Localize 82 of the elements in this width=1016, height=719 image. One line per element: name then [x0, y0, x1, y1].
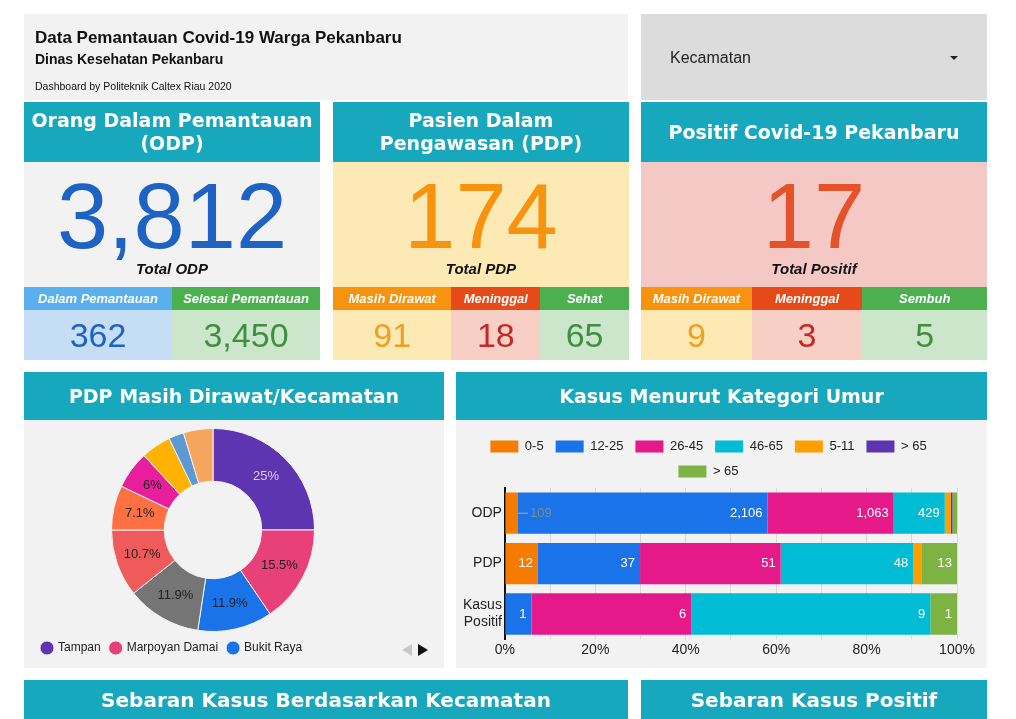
x-tick-label: 80%	[852, 641, 881, 658]
text: Dalam Pemantauan	[24, 287, 172, 310]
text: Sebaran Kasus Positif	[641, 680, 987, 719]
annotation: 48	[893, 555, 909, 571]
legend-label: 46-65	[749, 438, 783, 454]
bar	[952, 492, 957, 534]
y-tick-label: ODP	[471, 504, 502, 521]
legend-label: Tampan	[58, 640, 101, 655]
text: 9	[641, 310, 752, 360]
legend-label: Marpoyan Damai	[126, 640, 219, 655]
y-tick-label: Kasus Positif	[462, 596, 503, 630]
chart-title: Kasus Menurut Kategori Umur	[456, 372, 987, 420]
text: 3,450	[172, 310, 320, 360]
x-tick-label: 100%	[939, 641, 975, 658]
legend-label: 12-25	[590, 438, 624, 454]
legend-label: 0-5	[524, 438, 544, 454]
x-tick-label: 60%	[762, 641, 791, 658]
text: Pasien Dalam Pengawasan (PDP)	[333, 102, 629, 162]
bar	[518, 492, 768, 534]
bar	[537, 542, 641, 585]
text: Sembuh	[862, 287, 987, 310]
y-tick-label: PDP	[473, 554, 502, 571]
bar	[944, 492, 951, 534]
text: Dashboard by Politeknik Caltex Riau 2020	[35, 80, 232, 92]
text: Dinas Kesehatan Pekanbaru	[35, 51, 224, 67]
text: 91	[333, 310, 452, 360]
legend-label: > 65	[900, 438, 927, 454]
data-label: 7.1%	[124, 504, 155, 520]
text: Kecamatan	[670, 49, 751, 67]
annotation: 37	[620, 555, 636, 571]
annotation: 51	[761, 555, 776, 571]
annotation: 13	[937, 555, 952, 571]
data-label: 11.9%	[211, 594, 248, 610]
annotation: 12	[518, 555, 533, 571]
legend-label: 26-45	[669, 438, 704, 454]
annotation: 1	[944, 605, 952, 621]
bar	[505, 492, 519, 534]
bar	[780, 542, 914, 585]
legend-label: > 65	[712, 463, 739, 479]
annotation: 6	[678, 605, 687, 621]
text: 362	[24, 310, 172, 360]
text: Masih Dirawat	[641, 287, 752, 310]
text: Data Pemantauan Covid-19 Warga Pekanbaru	[35, 28, 402, 48]
text: Selesai Pemantauan	[172, 287, 320, 310]
annotation: 109	[530, 504, 552, 520]
text: Meninggal	[451, 287, 541, 310]
x-tick-label: 40%	[671, 641, 700, 658]
text: 3	[751, 310, 863, 360]
bar	[921, 542, 957, 585]
data-label: 11.9%	[157, 586, 194, 602]
data-label: 6%	[143, 477, 163, 493]
annotation: 9	[918, 605, 926, 621]
legend-label: Bukit Raya	[244, 640, 303, 655]
annotation: 2,106	[730, 504, 763, 520]
text: Orang Dalam Pemantauan (ODP)	[24, 102, 320, 162]
text: Masih Dirawat	[333, 287, 452, 310]
bar	[531, 593, 692, 635]
data-label: 25%	[253, 468, 280, 484]
bar	[767, 492, 894, 534]
bar	[505, 542, 538, 585]
text: Sebaran Kasus Berdasarkan Kecamatan	[24, 680, 628, 719]
data-label: 15.5%	[260, 556, 299, 572]
text: Sehat	[540, 287, 629, 310]
bar	[691, 593, 931, 635]
text: 65	[540, 310, 629, 360]
legend-label: 5-11	[829, 438, 855, 454]
annotation: 1,063	[856, 504, 889, 520]
x-tick-label: 20%	[581, 641, 610, 658]
bar	[640, 542, 781, 585]
chart-title: PDP Masih Dirawat/Kecamatan	[24, 372, 444, 420]
bar	[930, 593, 957, 635]
x-tick-label: 0%	[494, 641, 516, 658]
annotation: 429	[918, 504, 940, 520]
text: 5	[862, 310, 987, 360]
data-label: 10.7%	[123, 546, 161, 562]
bar	[893, 492, 945, 534]
text: Meninggal	[751, 287, 863, 310]
bar	[913, 542, 922, 585]
text: Positif Covid-19 Pekanbaru	[641, 102, 987, 162]
bar	[505, 593, 532, 635]
text: 18	[451, 310, 541, 360]
annotation: 1	[519, 605, 527, 621]
